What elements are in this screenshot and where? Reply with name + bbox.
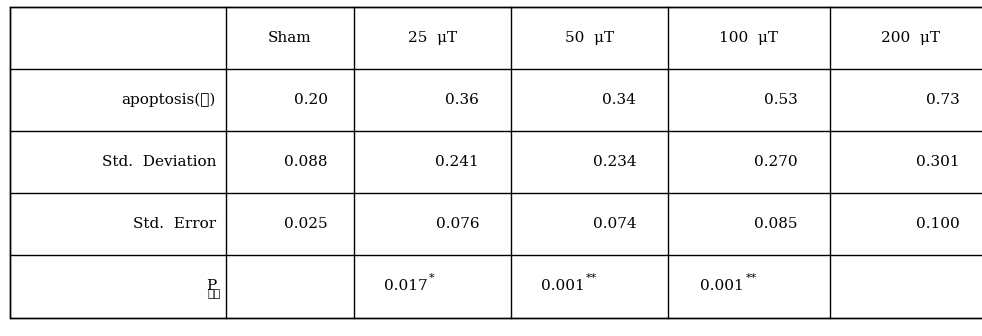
Text: 0.34: 0.34 [603, 93, 636, 107]
Text: 0.241: 0.241 [435, 155, 479, 169]
Text: Sham: Sham [268, 31, 311, 45]
Text: 0.025: 0.025 [285, 217, 328, 231]
Text: 200  μT: 200 μT [881, 31, 941, 45]
Text: Std.  Error: Std. Error [133, 217, 216, 231]
Text: P: P [206, 280, 216, 293]
Text: 25  μT: 25 μT [408, 31, 457, 45]
Text: 0.085: 0.085 [754, 217, 797, 231]
Text: 값력: 값력 [208, 289, 221, 299]
Text: 0.20: 0.20 [294, 93, 328, 107]
Text: 0.001: 0.001 [700, 280, 744, 293]
Text: 0.270: 0.270 [754, 155, 797, 169]
Text: 0.73: 0.73 [926, 93, 959, 107]
Text: *: * [429, 273, 435, 283]
Text: **: ** [586, 273, 597, 283]
Text: 0.001: 0.001 [540, 280, 584, 293]
Text: 100  μT: 100 μT [719, 31, 779, 45]
Text: 0.234: 0.234 [593, 155, 636, 169]
Text: 0.074: 0.074 [593, 217, 636, 231]
Text: 0.36: 0.36 [446, 93, 479, 107]
Text: apoptosis(개): apoptosis(개) [122, 93, 216, 107]
Text: Std.  Deviation: Std. Deviation [101, 155, 216, 169]
Text: 0.076: 0.076 [436, 217, 479, 231]
Text: **: ** [746, 273, 757, 283]
Text: 50  μT: 50 μT [565, 31, 614, 45]
Text: 0.53: 0.53 [764, 93, 797, 107]
Text: 0.017: 0.017 [384, 280, 427, 293]
Text: 0.100: 0.100 [915, 217, 959, 231]
Text: 0.088: 0.088 [285, 155, 328, 169]
Text: 0.301: 0.301 [916, 155, 959, 169]
